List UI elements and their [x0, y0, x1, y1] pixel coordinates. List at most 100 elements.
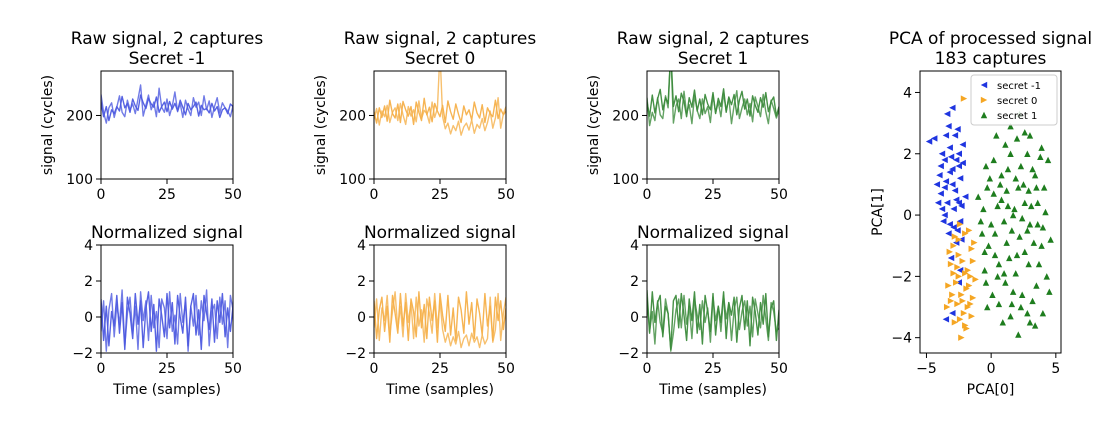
scatter-point	[950, 270, 957, 277]
plot-area	[647, 71, 779, 127]
x-axis-label: Time (samples)	[658, 382, 767, 398]
y-tick-label: 2	[357, 274, 366, 290]
legend-entry: secret 0	[997, 96, 1037, 107]
scatter-point	[1013, 251, 1021, 259]
y-tick-label: 100	[612, 172, 639, 188]
scatter-point	[1004, 165, 1012, 173]
x-tick-label: 0	[370, 361, 379, 377]
scatter-point	[1033, 282, 1040, 289]
scatter-point	[998, 196, 1005, 203]
scatter-point	[975, 193, 982, 200]
scatter-point	[942, 316, 950, 323]
x-tick-label: 0	[643, 361, 652, 377]
scatter-point	[953, 279, 960, 286]
panel-title: Raw signal, 2 captures	[71, 29, 264, 49]
scatter-point	[1021, 199, 1028, 207]
y-tick-label: 200	[66, 108, 93, 124]
series-line	[374, 291, 506, 349]
scatter-point	[1026, 221, 1034, 228]
x-tick-label: 50	[224, 187, 242, 203]
y-tick-label: 0	[357, 310, 366, 326]
scatter-point	[971, 239, 978, 246]
scatter-point	[989, 291, 996, 298]
scatter-point	[1026, 132, 1034, 139]
legend-marker	[980, 111, 988, 119]
x-axis-label: Time (samples)	[112, 382, 221, 398]
scatter-point	[962, 193, 969, 200]
scatter-point	[993, 132, 1000, 139]
x-tick-label: −5	[916, 361, 937, 377]
scatter-point	[1002, 141, 1009, 148]
scatter-point	[946, 168, 953, 176]
scatter-point	[965, 227, 973, 234]
scatter-point	[954, 126, 961, 133]
scatter-point	[959, 297, 966, 305]
x-tick-label: 0	[97, 187, 106, 203]
y-tick-label: 200	[612, 108, 639, 124]
scatter-point	[984, 184, 991, 191]
scatter-point	[1026, 319, 1034, 326]
scatter-point	[945, 230, 952, 237]
y-tick-label: 2	[84, 274, 93, 290]
scatter-point	[990, 190, 997, 197]
scatter-point	[1000, 217, 1008, 225]
y-tick-label: 0	[903, 208, 912, 224]
scatter-point	[941, 156, 948, 164]
x-tick-label: 0	[987, 361, 996, 377]
scatter-point	[963, 285, 970, 292]
scatter-point	[994, 202, 1001, 210]
x-tick-label: 25	[158, 361, 176, 377]
y-axis-label: signal (cycles)	[313, 75, 329, 175]
scatter-point	[955, 251, 963, 259]
x-tick-label: 0	[97, 361, 106, 377]
x-tick-label: 50	[497, 361, 515, 377]
scatter-point	[1003, 187, 1010, 194]
scatter-point	[991, 251, 999, 259]
scatter-point	[954, 300, 961, 308]
scatter-point	[951, 319, 959, 326]
scatter-point	[1033, 184, 1040, 191]
scatter-point	[1016, 233, 1023, 240]
scatter-point	[1017, 162, 1025, 170]
scatter-point	[955, 150, 963, 157]
scatter-point	[997, 181, 1004, 188]
y-tick-label: 4	[357, 238, 366, 254]
scatter-point	[1006, 254, 1013, 262]
scatter-point	[1012, 270, 1019, 277]
scatter-point	[968, 313, 975, 320]
legend-box	[970, 74, 1058, 126]
scatter-point	[951, 187, 959, 194]
scatter-point	[1039, 224, 1047, 231]
y-axis-label: signal (cycles)	[40, 75, 56, 175]
scatter-point	[1007, 122, 1014, 130]
series-line	[101, 289, 233, 352]
scatter-point	[950, 205, 957, 213]
scatter-point	[943, 303, 951, 311]
scatter-point	[946, 221, 953, 228]
y-tick-label: 2	[903, 147, 912, 163]
scatter-point	[1039, 309, 1047, 317]
scatter-point	[959, 159, 966, 167]
scatter-point	[972, 276, 979, 283]
scatter-point	[936, 172, 943, 179]
scatter-point	[950, 224, 957, 231]
x-tick-label: 25	[431, 187, 449, 203]
scatter-point	[1040, 184, 1048, 191]
scatter-point	[1007, 313, 1014, 320]
plot-area	[374, 291, 506, 349]
scatter-point	[985, 242, 992, 249]
x-tick-label: 25	[158, 187, 176, 203]
scatter-point	[967, 300, 974, 308]
scatter-point	[1024, 227, 1031, 234]
panel-title: Raw signal, 2 captures	[344, 29, 537, 49]
scatter-point	[955, 273, 963, 280]
legend-marker	[980, 81, 988, 89]
scatter-point	[937, 162, 944, 170]
scatter-point	[959, 141, 966, 148]
scatter-point	[1028, 202, 1035, 210]
legend-marker	[980, 96, 988, 104]
scatter-point	[955, 199, 963, 207]
